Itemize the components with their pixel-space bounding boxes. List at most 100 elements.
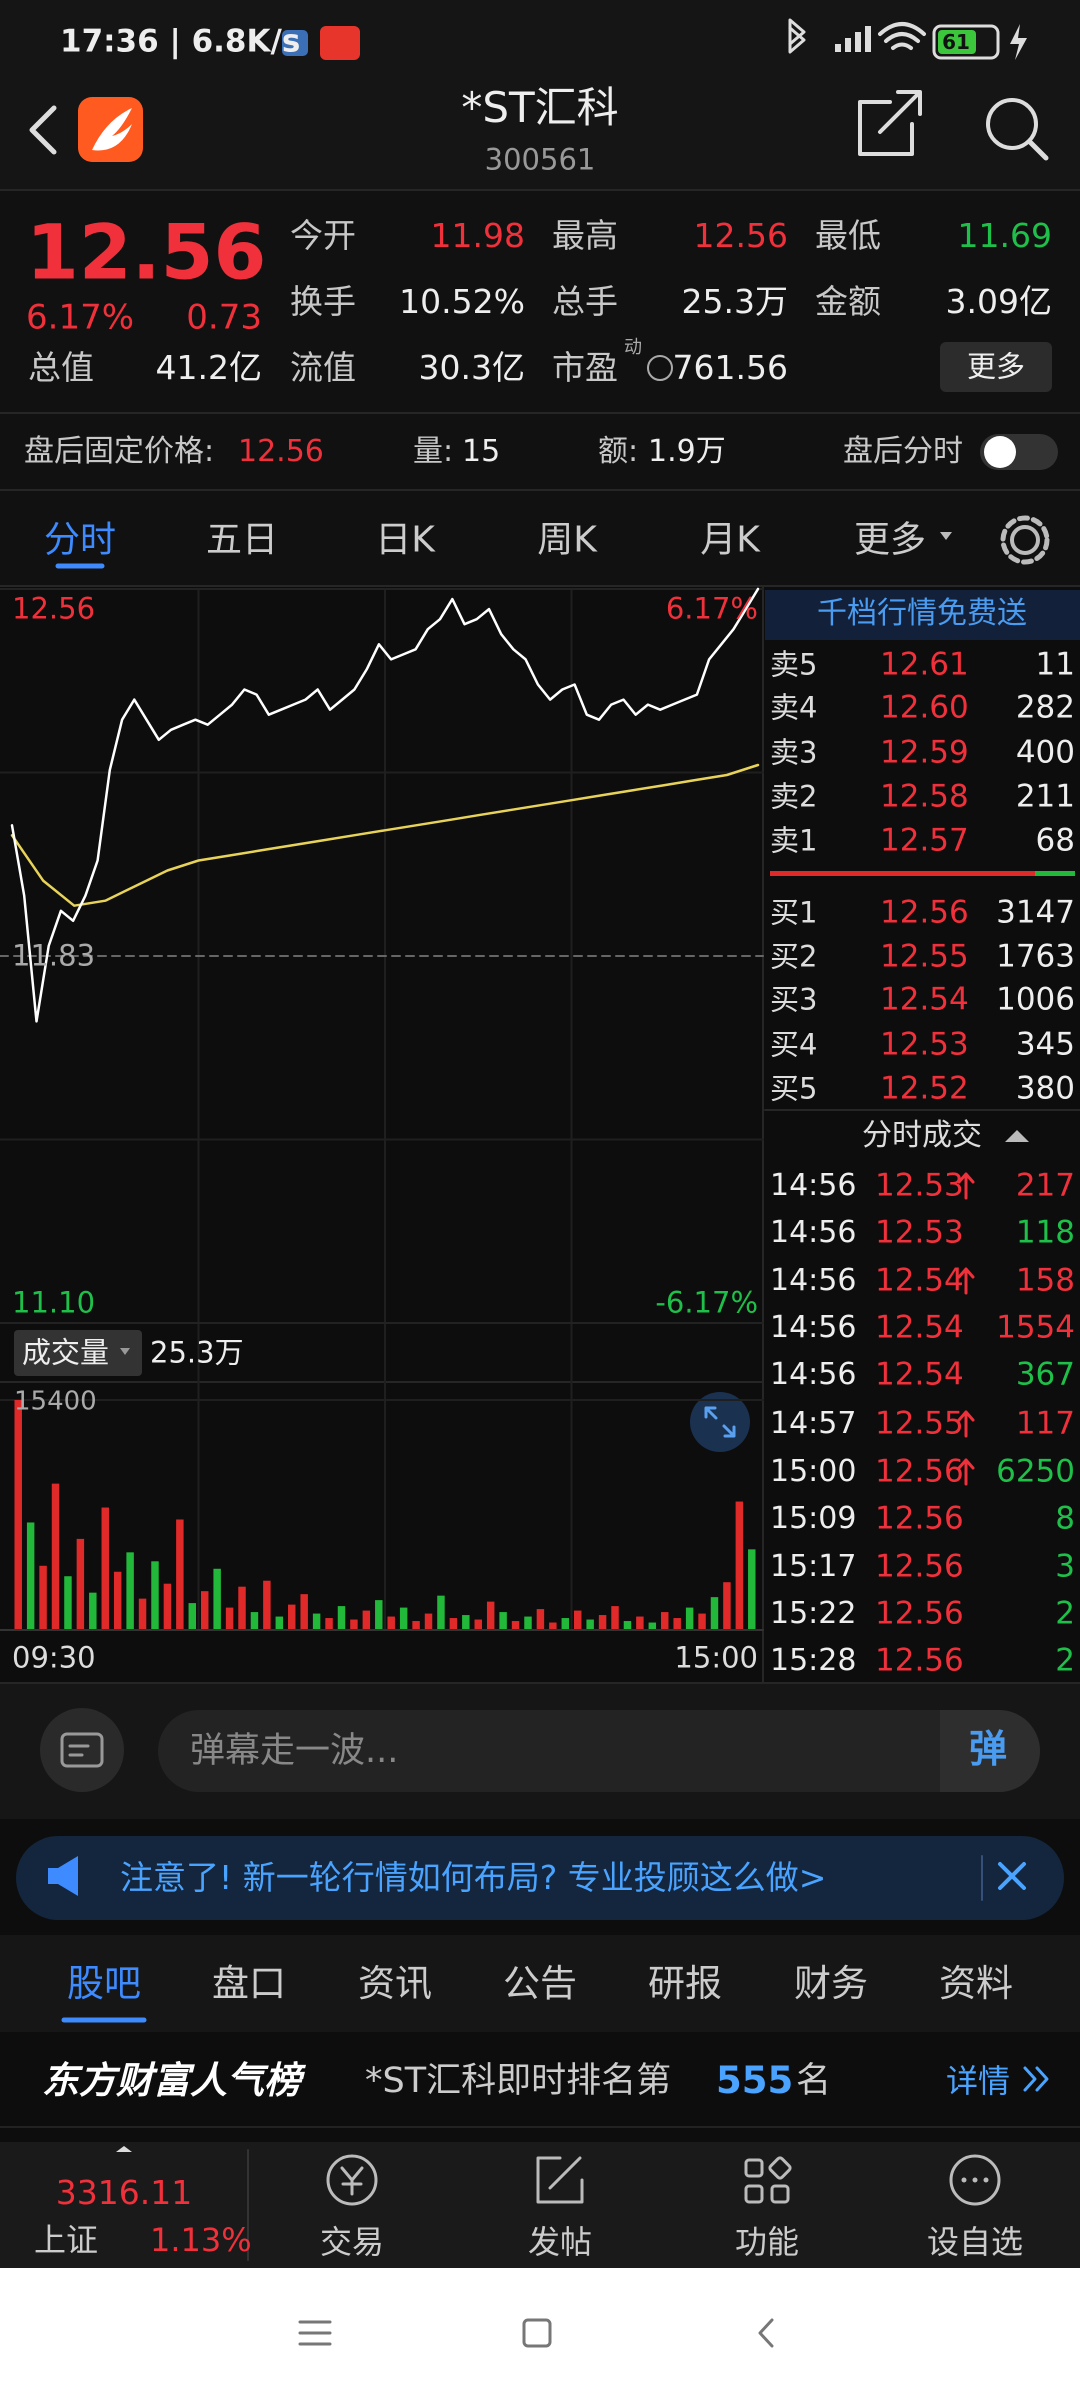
order-volume: 282: [1015, 689, 1075, 726]
order-label: 买5: [770, 1071, 818, 1106]
field-label: 市盈: [552, 348, 618, 388]
trade-up-arrow: [957, 1410, 975, 1438]
field-value: 30.3亿: [418, 348, 525, 388]
field-value: 11.98: [430, 216, 525, 256]
field-label: 最低: [815, 216, 881, 256]
nav-item[interactable]: 设自选: [926, 2222, 1024, 2261]
volume-bar: [698, 1613, 706, 1630]
nav-item[interactable]: 交易: [319, 2222, 385, 2261]
trades-title: 分时成交: [862, 1118, 982, 1153]
trade-time: 14:56: [770, 1263, 857, 1298]
volume-bar: [499, 1612, 507, 1630]
trade-volume: 6250: [996, 1453, 1075, 1490]
ranking-text: *ST汇科即时排名第: [365, 2061, 672, 2101]
field-label: 今开: [290, 216, 356, 256]
more-button[interactable]: 更多: [966, 349, 1026, 384]
field-value: 41.2亿: [155, 348, 262, 388]
section-tab[interactable]: 财务: [794, 1961, 868, 2005]
nav-item[interactable]: 发帖: [527, 2222, 593, 2261]
order-label: 卖4: [770, 690, 818, 725]
sections-bg: [0, 1935, 1080, 2032]
volume-bar: [536, 1609, 545, 1630]
volume-bar: [748, 1549, 756, 1630]
volume-bar: [200, 1591, 209, 1630]
order-book-banner[interactable]: 千档行情免费送: [817, 596, 1027, 631]
volume-bar: [661, 1612, 669, 1630]
index-value[interactable]: 3316.11: [55, 2173, 193, 2213]
volume-bar: [424, 1613, 433, 1630]
field-label: 换手: [290, 282, 356, 322]
system-nav-bg: [0, 2268, 1080, 2400]
volume-bar: [39, 1565, 47, 1630]
volume-bar: [288, 1604, 296, 1630]
volume-bar: [151, 1561, 159, 1630]
tab[interactable]: 更多: [853, 519, 927, 561]
ranking-brand: 东方财富人气榜: [42, 2058, 301, 2102]
order-volume: 3147: [996, 894, 1075, 931]
order-price: 12.57: [880, 822, 969, 859]
order-volume: 68: [1035, 822, 1075, 859]
volume-bar: [437, 1595, 445, 1630]
volume-bar: [213, 1568, 221, 1630]
section-tab[interactable]: 盘口: [212, 1961, 286, 2005]
danmu-placeholder[interactable]: 弹幕走一波...: [190, 1731, 399, 1771]
danmu-send[interactable]: [940, 1710, 1040, 1792]
notice-text[interactable]: 注意了! 新一轮行情如何布局? 专业投顾这么做>: [120, 1858, 827, 1898]
nav-item[interactable]: 功能: [734, 2222, 800, 2261]
order-label: 卖5: [770, 647, 818, 682]
volume-bar: [449, 1618, 458, 1630]
volume-bar: [586, 1619, 594, 1630]
trade-price: 12.53: [875, 1214, 964, 1251]
tab[interactable]: 月K: [700, 519, 760, 561]
volume-bar: [64, 1576, 72, 1630]
after-hours-amount-label: 额:: [598, 434, 639, 469]
trade-price: 12.54: [875, 1356, 964, 1393]
ranking-rank: 555: [716, 2058, 794, 2102]
danmu-button[interactable]: 弹: [968, 1727, 1008, 1772]
tab[interactable]: 分时: [43, 519, 117, 561]
volume-bar: [300, 1594, 308, 1630]
volume-bar: [14, 1400, 22, 1630]
bottom-nav-bg: [0, 2142, 1080, 2268]
section-tab[interactable]: 股吧: [67, 1961, 141, 2005]
volume-bar: [263, 1580, 271, 1630]
volume-label: 成交量: [22, 1335, 110, 1370]
stock-code: 300561: [484, 142, 596, 177]
quote-bg: [0, 190, 1080, 586]
trade-volume: 2: [1055, 1595, 1075, 1632]
ranking-details[interactable]: 详情: [946, 2061, 1011, 2100]
ranking-suffix: 名: [796, 2061, 832, 2101]
danmu-input[interactable]: [158, 1710, 1040, 1792]
volume-bar: [549, 1622, 557, 1630]
index-name: 上证: [34, 2220, 99, 2259]
section-tab[interactable]: 研报: [648, 1961, 722, 2005]
field-label: 金额: [815, 282, 881, 322]
tab[interactable]: 周K: [537, 519, 597, 561]
volume-bar: [51, 1483, 60, 1630]
volume-bar: [89, 1592, 97, 1630]
change: 0.73: [186, 297, 262, 338]
tab[interactable]: 五日: [205, 519, 279, 561]
volume-bar: [126, 1552, 134, 1630]
order-price: 12.60: [880, 689, 969, 726]
notice-banner[interactable]: [16, 1836, 1064, 1920]
volume-bar: [113, 1571, 122, 1630]
field-value: 3.09亿: [945, 282, 1052, 322]
tab[interactable]: 日K: [375, 519, 435, 561]
trade-volume: 117: [1015, 1405, 1075, 1442]
order-volume: 345: [1015, 1026, 1075, 1063]
section-tab[interactable]: 公告: [503, 1961, 577, 2005]
section-tab[interactable]: 资料: [939, 1961, 1013, 2005]
field-label: 总值: [28, 348, 94, 388]
order-volume: 1006: [996, 981, 1075, 1018]
header-bg: [0, 0, 1080, 190]
battery-level: 61: [942, 30, 970, 54]
field-label: 总手: [552, 282, 618, 322]
volume-bar: [611, 1606, 619, 1630]
section-tab[interactable]: 资讯: [358, 1961, 432, 2005]
volume-bar: [275, 1616, 284, 1630]
order-price: 12.55: [880, 938, 969, 975]
volume-bar: [735, 1501, 744, 1630]
trade-time: 14:56: [770, 1357, 857, 1392]
after-hours-toggle-label[interactable]: 盘后分时: [843, 434, 963, 469]
